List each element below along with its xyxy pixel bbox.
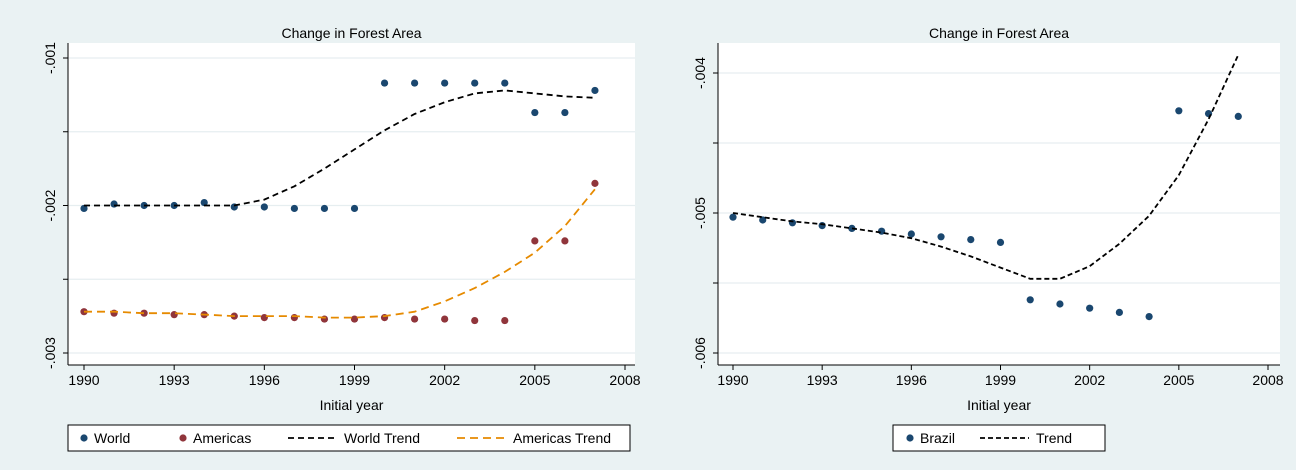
x-tick-label: 2008 [609, 372, 640, 388]
data-point-americas [591, 179, 599, 187]
data-point-americas [110, 309, 118, 317]
data-point-americas [501, 316, 509, 325]
x-tick-label: 2005 [519, 372, 550, 388]
x-tick-label: 2008 [1252, 372, 1283, 388]
data-point-brazil [818, 222, 826, 230]
x-tick-label: 1999 [985, 372, 1016, 388]
data-point-brazil [848, 224, 856, 232]
chart-title: Change in Forest Area [281, 25, 421, 41]
data-point-americas [290, 314, 298, 322]
data-point-world [80, 204, 88, 213]
data-point-americas [350, 315, 359, 323]
data-point-brazil [1175, 107, 1183, 115]
data-point-world [380, 79, 389, 87]
data-point-brazil [1056, 300, 1064, 308]
legend-key-marker [80, 434, 88, 442]
data-point-americas [320, 315, 329, 323]
data-point-brazil [967, 236, 975, 244]
data-point-world [411, 79, 419, 87]
legend-box [67, 424, 631, 452]
trend-line-americas-trend [84, 188, 596, 319]
legend-label: Americas [193, 430, 251, 446]
x-tick-label: 1996 [896, 372, 927, 388]
x-tick-label: 1993 [159, 372, 190, 388]
data-point-americas [170, 311, 178, 319]
data-point-world [561, 108, 569, 117]
data-point-world [441, 79, 449, 87]
y-tick-label: -.004 [692, 57, 708, 89]
data-point-world [200, 198, 208, 207]
data-point-world [320, 204, 329, 213]
data-point-brazil [759, 216, 767, 224]
y-tick-label: -.005 [692, 197, 708, 229]
data-point-brazil [1204, 110, 1213, 118]
legend-key-marker [906, 434, 914, 442]
trend-line-trend [732, 54, 1240, 280]
y-tick-label: -.006 [692, 337, 708, 369]
data-point-americas [411, 315, 419, 323]
data-point-brazil [1086, 304, 1094, 312]
chart-panel-2: -.006 -.005 -.004 1990 1993 1996 1999 2002 2005 2… [692, 25, 1284, 452]
y-tick-label: -.002 [42, 189, 58, 221]
y-tick-label: -.001 [42, 42, 58, 74]
data-point-brazil [1115, 308, 1123, 316]
legend-key-marker [179, 434, 187, 442]
legend-label: World Trend [344, 430, 420, 446]
data-point-world [110, 200, 118, 208]
chart-panel-1: -.003 -.002 -.001 1990 1993 1996 1999 2002 2005 2… [42, 25, 641, 452]
x-tick-label: 1990 [717, 372, 748, 388]
x-tick-label: 2002 [1074, 372, 1105, 388]
data-point-brazil [996, 238, 1005, 246]
x-tick-label: 1990 [68, 372, 99, 388]
legend: Brazil Trend [892, 424, 1106, 452]
plot-area [68, 43, 635, 365]
x-tick-label: 1999 [339, 372, 370, 388]
y-tick-label: -.003 [42, 337, 58, 369]
data-point-world [260, 203, 268, 211]
data-point-americas [140, 309, 148, 317]
chart-title: Change in Forest Area [929, 25, 1069, 41]
data-point-brazil [907, 230, 915, 238]
x-axis-label: Initial year [967, 397, 1031, 413]
data-point-brazil [937, 233, 945, 241]
x-tick-label: 2002 [429, 372, 460, 388]
data-point-americas [260, 314, 268, 322]
data-point-americas [561, 237, 569, 245]
legend-label: Brazil [920, 430, 955, 446]
trend-line-world-trend [84, 89, 595, 207]
data-point-brazil [1026, 296, 1034, 304]
data-point-world [350, 204, 359, 213]
x-axis-label: Initial year [320, 397, 384, 413]
legend: World Americas World Trend Americas Trend [67, 424, 631, 452]
legend-label: Americas Trend [513, 430, 611, 446]
x-tick-label: 1996 [249, 372, 280, 388]
data-point-brazil [1234, 112, 1242, 120]
data-point-americas [471, 316, 479, 325]
data-point-americas [531, 237, 539, 245]
data-point-brazil [729, 213, 737, 221]
data-point-world [290, 204, 298, 213]
data-point-world [591, 86, 599, 95]
data-point-world [471, 79, 479, 87]
data-point-world [501, 79, 509, 87]
plot-area [718, 43, 1280, 365]
legend-label: Trend [1036, 430, 1072, 446]
data-point-americas [441, 315, 449, 323]
x-tick-label: 2005 [1163, 372, 1194, 388]
data-point-brazil [1145, 313, 1153, 321]
data-point-world [531, 108, 539, 117]
legend-label: World [94, 430, 130, 446]
x-tick-label: 1993 [807, 372, 838, 388]
